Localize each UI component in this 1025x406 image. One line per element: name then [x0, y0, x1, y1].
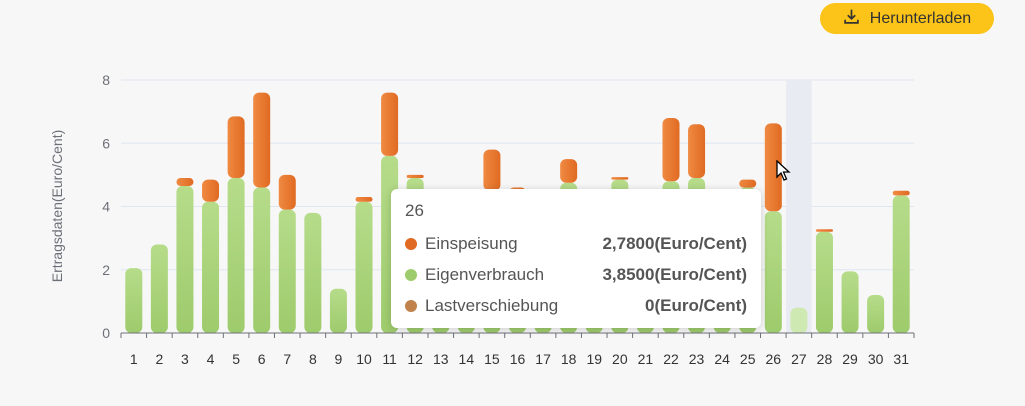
- x-tick-label: 2: [155, 351, 163, 367]
- bar-einspeisung[interactable]: [815, 229, 833, 232]
- bar-eigenverbrauch[interactable]: [125, 268, 143, 333]
- bar-eigenverbrauch[interactable]: [355, 201, 373, 333]
- x-tick-label: 19: [586, 351, 602, 367]
- bar-eigenverbrauch[interactable]: [278, 209, 296, 333]
- bar-einspeisung[interactable]: [764, 123, 782, 212]
- y-tick-label: 8: [102, 72, 110, 88]
- x-tick-label: 13: [433, 351, 449, 367]
- x-tick-label: 17: [535, 351, 551, 367]
- tooltip-series-value: 0(Euro/Cent): [645, 295, 747, 315]
- x-tick-label: 21: [638, 351, 654, 367]
- x-tick-label: 8: [309, 351, 317, 367]
- x-tick-label: 12: [407, 351, 423, 367]
- bar-einspeisung[interactable]: [560, 159, 578, 183]
- y-tick-label: 0: [102, 325, 110, 341]
- bar-einspeisung[interactable]: [355, 197, 373, 202]
- x-tick-label: 28: [817, 351, 833, 367]
- tooltip-dot: [405, 299, 417, 312]
- x-tick-label: 24: [714, 351, 730, 367]
- bar-eigenverbrauch[interactable]: [202, 201, 220, 333]
- chart-tooltip: 26 Einspeisung 2,7800(Euro/Cent) Eigenve…: [391, 189, 761, 328]
- hover-band: [786, 80, 812, 333]
- x-tick-label: 14: [459, 351, 475, 367]
- bar-einspeisung[interactable]: [278, 174, 296, 210]
- download-button-label: Herunterladen: [869, 9, 972, 27]
- x-tick-label: 27: [791, 351, 807, 367]
- bar-eigenverbrauch[interactable]: [304, 212, 322, 333]
- x-tick-label: 26: [766, 351, 782, 367]
- tooltip-series-value: 2,7800(Euro/Cent): [602, 233, 747, 253]
- x-tick-label: 9: [335, 351, 343, 367]
- tooltip-row-einspeisung: Einspeisung 2,7800(Euro/Cent): [405, 228, 747, 259]
- download-icon: [843, 8, 860, 30]
- bar-einspeisung[interactable]: [892, 190, 910, 196]
- tooltip-series-name: Eigenverbrauch: [425, 264, 545, 284]
- y-tick-label: 6: [102, 135, 110, 151]
- x-tick-label: 23: [689, 351, 705, 367]
- bar-eigenverbrauch[interactable]: [764, 211, 782, 333]
- mouse-pointer-icon: [776, 160, 791, 181]
- x-tick-label: 25: [740, 351, 756, 367]
- x-tick-label: 31: [893, 351, 909, 367]
- bar-einspeisung[interactable]: [688, 124, 706, 179]
- tooltip-series-value: 3,8500(Euro/Cent): [602, 264, 747, 284]
- bar-eigenverbrauch[interactable]: [253, 187, 271, 333]
- x-tick-label: 5: [232, 351, 240, 367]
- bar-einspeisung[interactable]: [611, 177, 629, 180]
- bar-einspeisung[interactable]: [662, 117, 680, 182]
- x-tick-label: 16: [510, 351, 526, 367]
- tooltip-dot: [405, 268, 417, 281]
- bar-einspeisung[interactable]: [483, 149, 501, 191]
- tooltip-dot: [405, 237, 417, 250]
- tooltip-title: 26: [405, 201, 424, 220]
- bar-einspeisung[interactable]: [381, 92, 399, 156]
- x-tick-label: 1: [130, 351, 138, 367]
- bar-einspeisung[interactable]: [202, 179, 220, 202]
- tooltip-row-lastverschiebung: Lastverschiebung 0(Euro/Cent): [405, 290, 747, 321]
- bar-eigenverbrauch[interactable]: [815, 231, 833, 333]
- tooltip-series-name: Lastverschiebung: [425, 295, 559, 315]
- bar-einspeisung[interactable]: [253, 92, 271, 188]
- bar-einspeisung[interactable]: [406, 174, 424, 179]
- bar-eigenverbrauch[interactable]: [841, 271, 859, 333]
- bar-einspeisung[interactable]: [176, 178, 194, 186]
- bar-einspeisung[interactable]: [739, 179, 757, 188]
- x-tick-label: 11: [382, 351, 397, 367]
- x-tick-label: 18: [561, 351, 577, 367]
- bar-eigenverbrauch[interactable]: [176, 185, 194, 333]
- tooltip-row-eigenverbrauch: Eigenverbrauch 3,8500(Euro/Cent): [405, 259, 747, 290]
- x-tick-label: 20: [612, 351, 628, 367]
- y-axis-title: Ertragsdaten(Euro/Cent): [49, 130, 65, 283]
- bar-eigenverbrauch[interactable]: [892, 195, 910, 333]
- bar-eigenverbrauch[interactable]: [150, 244, 168, 333]
- bar-eigenverbrauch[interactable]: [227, 178, 245, 333]
- bar-eigenverbrauch[interactable]: [329, 288, 347, 333]
- x-tick-label: 3: [181, 351, 189, 367]
- y-tick-label: 2: [102, 262, 110, 278]
- x-tick-label: 4: [207, 351, 215, 367]
- x-tick-label: 29: [842, 351, 858, 367]
- x-tick-label: 7: [283, 351, 291, 367]
- x-tick-label: 6: [258, 351, 266, 367]
- x-tick-label: 10: [356, 351, 372, 367]
- x-tick-label: 22: [663, 351, 679, 367]
- bar-eigenverbrauch[interactable]: [790, 307, 808, 333]
- y-tick-label: 4: [102, 199, 110, 215]
- x-tick-label: 15: [484, 351, 500, 367]
- x-tick-label: 30: [868, 351, 884, 367]
- tooltip-series-name: Einspeisung: [425, 233, 518, 253]
- bar-einspeisung[interactable]: [227, 116, 245, 179]
- bar-eigenverbrauch[interactable]: [867, 295, 885, 333]
- download-button[interactable]: Herunterladen: [820, 3, 994, 34]
